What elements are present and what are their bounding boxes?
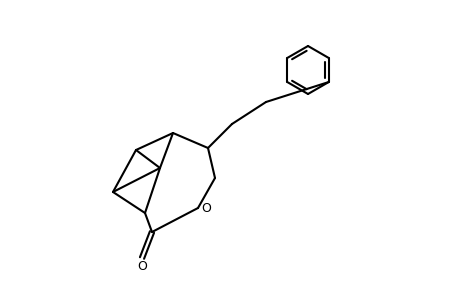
Text: O: O	[137, 260, 146, 273]
Text: O: O	[201, 202, 210, 214]
